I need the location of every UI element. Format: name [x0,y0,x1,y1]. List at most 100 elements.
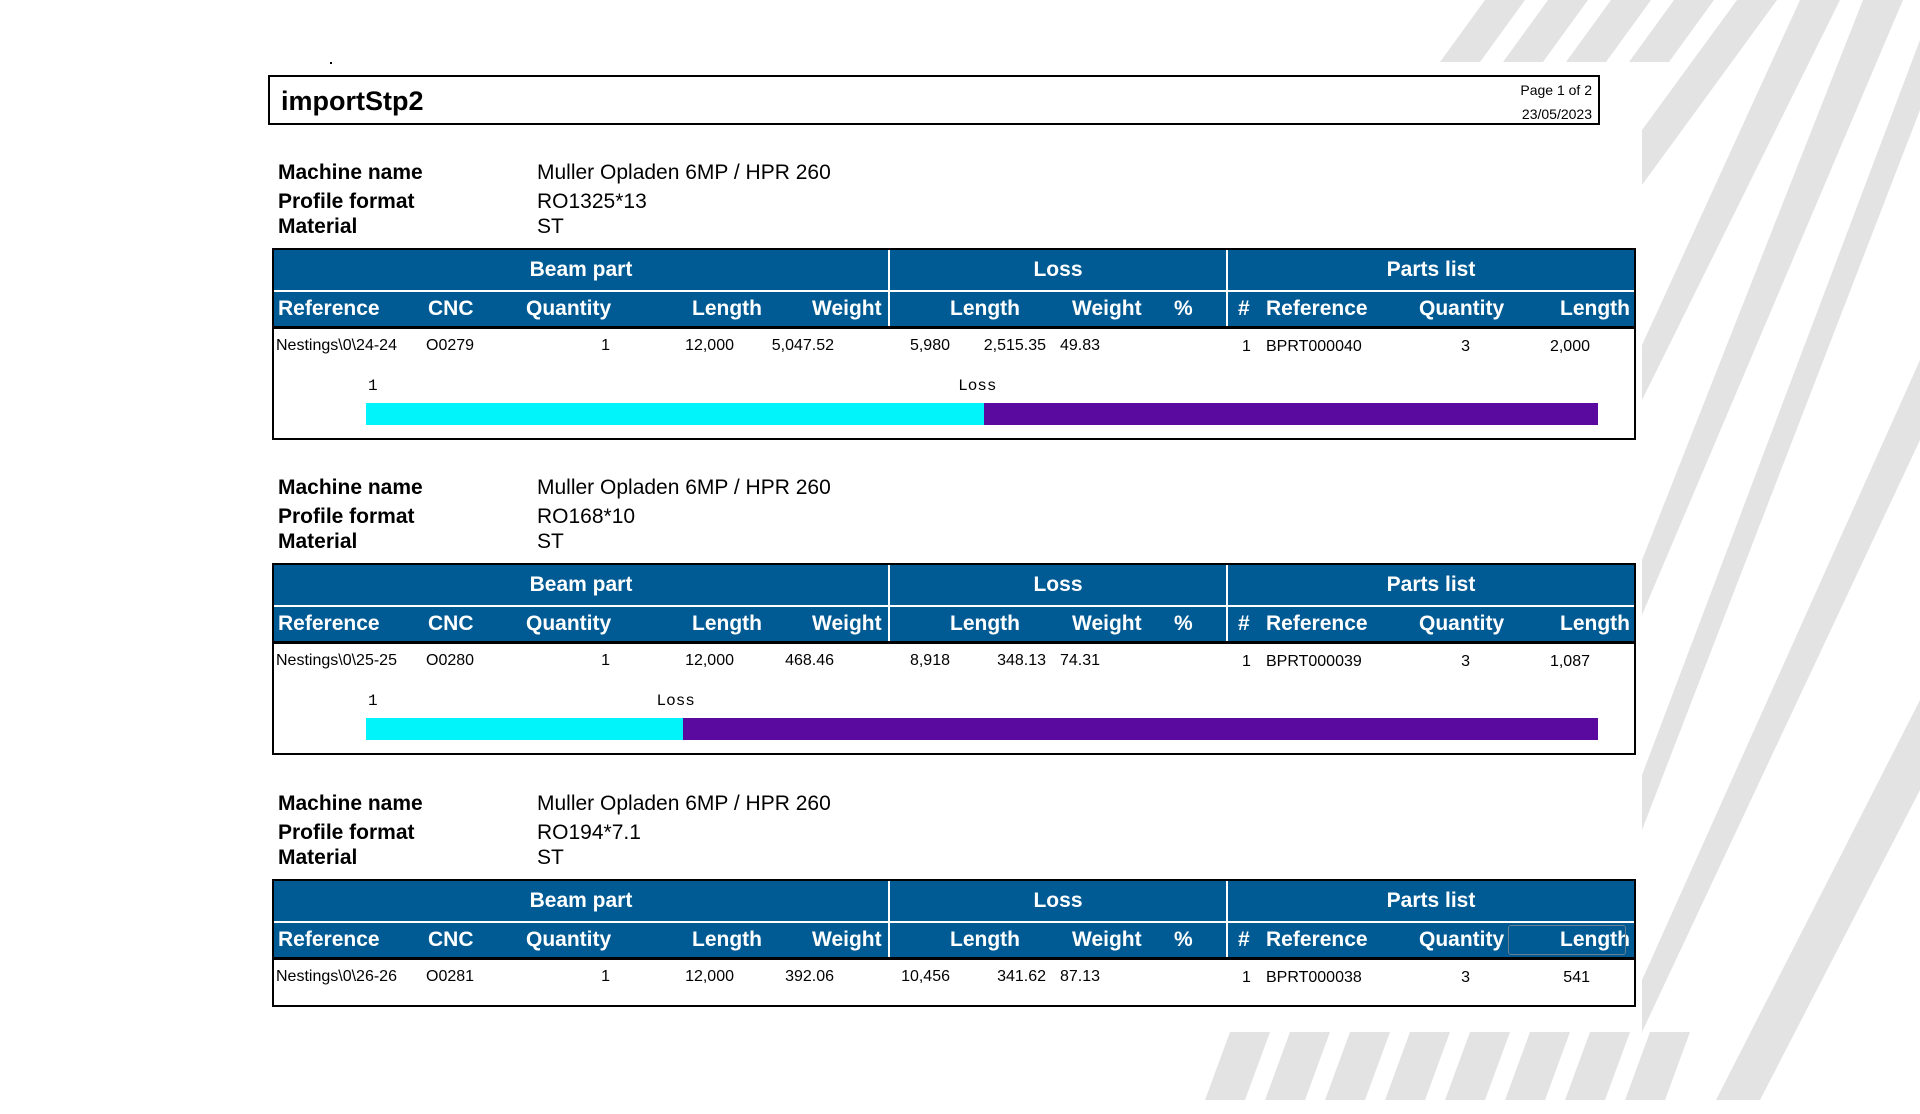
machine-name-value: Muller Opladen 6MP / HPR 260 [537,161,831,184]
col-length: Length [692,928,762,951]
col-quantity: Quantity [526,612,612,635]
col-part-reference: Reference [1266,612,1368,635]
cell-loss-weight: 341.62 [997,968,1046,985]
group-beam-part: Beam part [529,573,633,596]
col-part-length: Length [1560,612,1630,635]
cell-part-quantity: 3 [1461,653,1470,670]
col-part-quantity: Quantity [1419,928,1505,951]
col-percent: % [1174,612,1193,635]
col-part-length[interactable]: Length [1560,928,1630,951]
cell-reference: Nestings\0\26-26 [276,968,397,985]
table-group-header: Beam part Loss Parts list [274,881,1634,921]
group-beam-part: Beam part [529,258,633,281]
cell-length: 12,000 [685,652,734,669]
cell-loss-percent: 74.31 [1059,652,1100,669]
col-cnc: CNC [428,928,474,951]
cell-part-length: 2,000 [1549,338,1590,355]
page-info: Page 1 of 2 23/05/2023 [1520,78,1592,126]
table-column-header: Reference CNC Quantity Length Weight Len… [274,605,1634,644]
cell-quantity: 1 [601,337,610,354]
col-loss-length: Length [950,928,1020,951]
nesting-table: Beam part Loss Parts list Reference CNC … [272,248,1636,440]
cell-reference: Nestings\0\24-24 [276,337,397,354]
group-loss: Loss [1033,889,1083,912]
cell-loss-length: 5,980 [909,337,950,354]
group-beam-part: Beam part [529,889,633,912]
col-quantity: Quantity [526,928,612,951]
col-length: Length [692,297,762,320]
cell-loss-weight: 2,515.35 [983,337,1046,354]
group-parts-list: Parts list [1386,573,1476,596]
profile-format-value: RO194*7.1 [537,821,641,844]
col-loss-weight: Weight [1072,612,1142,635]
table-group-header: Beam part Loss Parts list [274,565,1634,605]
col-part-quantity: Quantity [1419,297,1505,320]
table-column-header: Reference CNC Quantity Length Weight Len… [274,921,1634,960]
bar-part-segment [366,403,985,425]
cell-quantity: 1 [601,968,610,985]
table-column-header: Reference CNC Quantity Length Weight Len… [274,290,1634,329]
col-part-quantity: Quantity [1419,612,1505,635]
bar-loss-label: Loss [656,692,695,710]
section-info: Machine name Muller Opladen 6MP / HPR 26… [272,473,1636,563]
bar-loss-segment [682,718,1598,740]
material-label: Material [278,530,358,553]
cell-loss-weight: 348.13 [997,652,1046,669]
col-hash: # [1238,297,1250,320]
bar-part-label: 1 [368,692,378,710]
machine-name-label: Machine name [278,161,423,184]
col-weight: Weight [812,612,882,635]
cell-part-reference: BPRT000040 [1266,338,1362,355]
section-info: Machine name Muller Opladen 6MP / HPR 26… [272,789,1636,879]
cell-part-quantity: 3 [1461,969,1470,986]
material-label: Material [278,846,358,869]
bar-part-label: 1 [368,377,378,395]
table-row: Nestings\0\24-24 O0279 1 12,000 5,047.52… [274,329,1634,367]
group-loss: Loss [1033,573,1083,596]
cell-cnc: O0280 [426,652,475,669]
col-cnc: CNC [428,612,474,635]
nesting-bar [366,718,1598,740]
cell-cnc: O0279 [426,337,475,354]
report-header: importStp2 Page 1 of 2 23/05/2023 [268,75,1600,125]
bar-loss-label: Loss [958,377,997,395]
col-loss-length: Length [950,297,1020,320]
cell-reference: Nestings\0\25-25 [276,652,397,669]
bar-loss-segment [984,403,1598,425]
nesting-table: Beam part Loss Parts list Reference CNC … [272,563,1636,755]
machine-name-value: Muller Opladen 6MP / HPR 260 [537,792,831,815]
machine-name-value: Muller Opladen 6MP / HPR 260 [537,476,831,499]
profile-format-value: RO1325*13 [537,190,647,213]
cell-part-length: 1,087 [1549,653,1590,670]
report-title: importStp2 [281,86,424,116]
group-parts-list: Parts list [1386,258,1476,281]
col-hash: # [1238,612,1250,635]
nesting-section-3: Machine name Muller Opladen 6MP / HPR 26… [272,789,1636,1007]
nesting-section-1: Machine name Muller Opladen 6MP / HPR 26… [272,158,1636,440]
cell-part-length: 541 [1563,969,1590,986]
cell-cnc: O0281 [426,968,475,985]
cell-loss-length: 8,918 [909,652,950,669]
col-part-reference: Reference [1266,297,1368,320]
col-reference: Reference [278,928,380,951]
material-value: ST [537,215,564,238]
material-value: ST [537,846,564,869]
col-reference: Reference [278,612,380,635]
cell-length: 12,000 [685,968,734,985]
page-mark [330,62,332,64]
nesting-section-2: Machine name Muller Opladen 6MP / HPR 26… [272,473,1636,755]
material-label: Material [278,215,358,238]
col-reference: Reference [278,297,380,320]
cell-length: 12,000 [685,337,734,354]
nesting-bar-area: 1 Loss [274,682,1634,768]
report-page [260,62,1642,1032]
cell-part-index: 1 [1242,338,1251,355]
nesting-table: Beam part Loss Parts list Reference CNC … [272,879,1636,1007]
report-date: 23/05/2023 [1521,106,1592,122]
table-row: Nestings\0\25-25 O0280 1 12,000 468.46 8… [274,644,1634,682]
cell-part-reference: BPRT000039 [1266,653,1362,670]
col-quantity: Quantity [526,297,612,320]
col-loss-weight: Weight [1072,297,1142,320]
page-number: Page 1 of 2 [1520,82,1592,98]
profile-format-label: Profile format [278,505,415,528]
